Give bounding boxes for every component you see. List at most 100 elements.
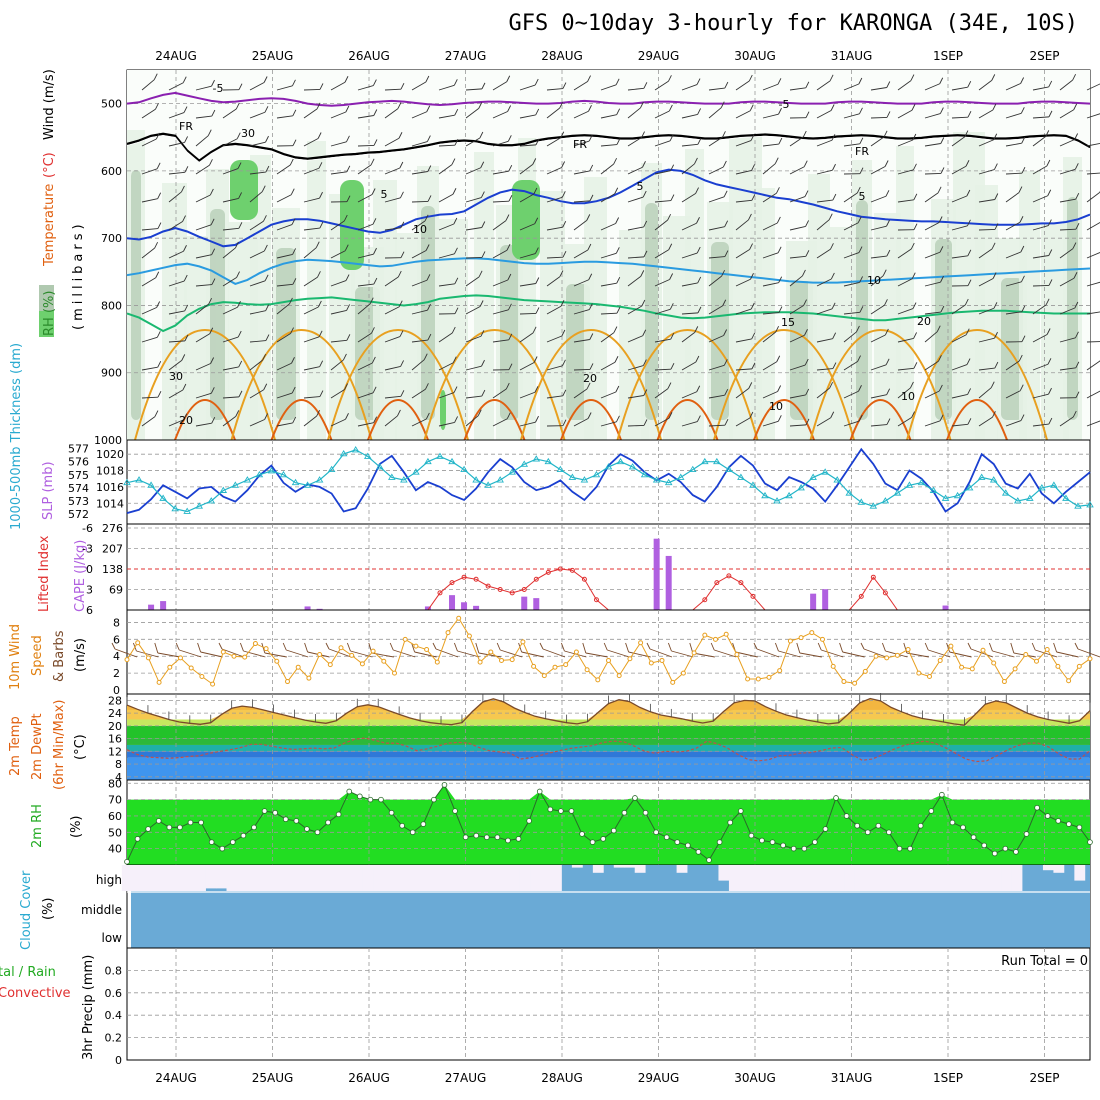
wind-barb bbox=[1032, 116, 1049, 119]
wind-barb-flag bbox=[1020, 77, 1025, 84]
wind-barb bbox=[708, 424, 726, 427]
rh2m-point bbox=[579, 831, 585, 837]
rh2m-point bbox=[272, 809, 278, 816]
wind-barb bbox=[735, 278, 751, 287]
wind-barb-flag bbox=[883, 130, 888, 138]
wind10-point bbox=[766, 674, 772, 680]
wind-barb-flag bbox=[939, 246, 944, 253]
wind-barb-flag bbox=[616, 306, 621, 314]
wind-barb bbox=[762, 312, 779, 315]
wind-barb bbox=[168, 340, 185, 343]
wind-barb-flag bbox=[751, 332, 756, 340]
wind-barb-flag bbox=[317, 271, 321, 278]
wind-barb-flag bbox=[1021, 275, 1025, 283]
wind-barb bbox=[789, 275, 803, 287]
wind10-barb bbox=[478, 652, 501, 658]
temp-band bbox=[127, 751, 1090, 758]
wind-barb-flag bbox=[913, 332, 917, 339]
wind10-barb-flag bbox=[710, 642, 715, 651]
wind-barb-flag bbox=[315, 241, 320, 248]
wind10-barb bbox=[671, 650, 694, 658]
wind-barb-flag bbox=[535, 307, 540, 314]
wind-barb bbox=[1005, 83, 1021, 91]
wind10-axis-label-c: & Barbs bbox=[52, 630, 67, 682]
wind-barb bbox=[573, 110, 589, 119]
wind-barb-flag bbox=[235, 241, 239, 249]
rh2m-point bbox=[230, 839, 236, 845]
wind-barb bbox=[627, 395, 644, 399]
lifted-index-point bbox=[485, 583, 491, 589]
wind-barb bbox=[681, 113, 698, 119]
wind-barb-flag bbox=[209, 188, 214, 196]
wind-barb-flag bbox=[723, 190, 728, 197]
wind-barb-flag bbox=[616, 277, 621, 284]
wind-barb-flag bbox=[425, 244, 430, 251]
thickness-point bbox=[520, 460, 529, 467]
thickness-point bbox=[303, 481, 312, 488]
temp-band bbox=[127, 719, 1090, 726]
wind-barb bbox=[1032, 304, 1047, 315]
wind-barb-flag bbox=[751, 164, 755, 171]
wind-barb-flag bbox=[535, 415, 539, 423]
cloud-level-label: low bbox=[102, 931, 123, 945]
wind-barb-flag bbox=[508, 303, 512, 311]
cape-tick-label: 276 bbox=[102, 522, 123, 535]
wind-barb-flag bbox=[534, 217, 539, 224]
wind10-point bbox=[199, 673, 205, 679]
wind-barb bbox=[897, 387, 911, 399]
thickness-point bbox=[749, 481, 757, 488]
rh2m-point bbox=[780, 842, 786, 849]
wind-barb-flag bbox=[211, 248, 216, 255]
wind-barb-flag bbox=[967, 110, 972, 118]
wind-barb-flag bbox=[1072, 410, 1077, 418]
wind-barb bbox=[735, 338, 752, 343]
thickness-tick-label: 572 bbox=[68, 508, 89, 521]
rh2m-point bbox=[473, 832, 480, 839]
wind10-point bbox=[830, 663, 836, 669]
wind10-point bbox=[1066, 678, 1072, 684]
rh-shade-mid bbox=[500, 245, 519, 420]
cloud-clear-cell bbox=[885, 865, 897, 891]
wind-barb-flag bbox=[317, 300, 322, 308]
rh2m-point bbox=[653, 829, 659, 836]
wind-barb bbox=[303, 108, 318, 119]
wind-barb bbox=[735, 249, 750, 259]
wind10-point bbox=[1087, 656, 1093, 662]
wind-barb-flag bbox=[667, 213, 672, 221]
temp-band bbox=[127, 725, 1090, 739]
rh2m-point bbox=[462, 834, 469, 841]
wind-barb-flag bbox=[1075, 331, 1079, 339]
isotherm-20-arc bbox=[327, 328, 469, 441]
rh2m-point bbox=[706, 857, 712, 863]
thickness-point bbox=[616, 457, 625, 465]
wind-barb bbox=[816, 417, 831, 427]
wind-barb-flag bbox=[967, 81, 972, 88]
wind-barb bbox=[600, 144, 617, 147]
wind-barb bbox=[357, 392, 374, 399]
wind-barb-flag bbox=[1074, 301, 1079, 309]
date-label-top: 24AUG bbox=[155, 49, 197, 63]
thickness-point bbox=[640, 470, 649, 478]
wind-barb-flag bbox=[912, 133, 917, 141]
wind-barb bbox=[195, 194, 211, 203]
wind-barb-flag bbox=[750, 134, 755, 141]
wind-barb-flag bbox=[182, 383, 187, 391]
wind-barb bbox=[465, 88, 482, 91]
wind-barb-flag bbox=[832, 193, 837, 201]
thickness-point bbox=[809, 473, 817, 480]
rh2m-tick-label: 70 bbox=[108, 794, 122, 807]
wind-barb-flag bbox=[235, 410, 240, 417]
wind-barb-flag bbox=[423, 353, 428, 360]
wind-barb bbox=[141, 247, 155, 259]
temp-tick-label: 12 bbox=[108, 745, 122, 758]
wind-barb bbox=[357, 253, 374, 259]
wind10-point bbox=[413, 643, 419, 649]
wind-barb bbox=[627, 107, 641, 119]
wind10-barb-flag bbox=[175, 642, 180, 651]
wind-barb bbox=[249, 280, 266, 287]
wind-barb bbox=[681, 84, 698, 91]
wind-barb bbox=[1086, 192, 1100, 203]
wind-barb bbox=[816, 387, 830, 399]
cloud-level-label: middle bbox=[81, 903, 122, 917]
rh2m-point bbox=[685, 842, 691, 849]
